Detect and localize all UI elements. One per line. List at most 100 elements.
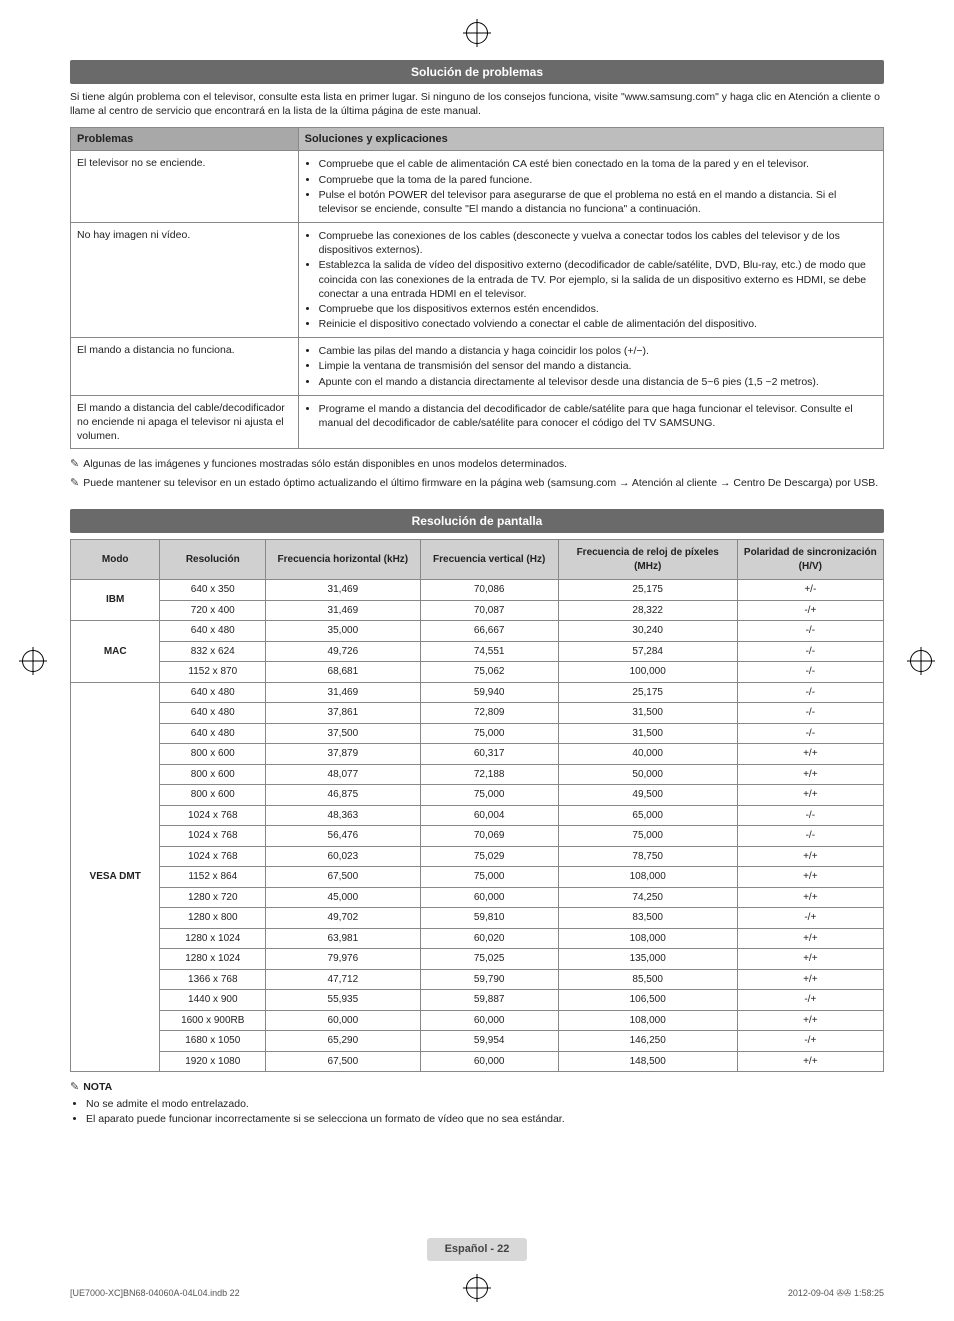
res-cell: -/-	[737, 723, 883, 744]
res-cell: 25,175	[558, 682, 737, 703]
res-cell: -/-	[737, 621, 883, 642]
section-title-resolution: Resolución de pantalla	[70, 509, 884, 533]
mode-cell: VESA DMT	[71, 682, 160, 1072]
res-cell: +/+	[737, 928, 883, 949]
res-cell: 1152 x 870	[160, 662, 266, 683]
res-cell: 46,875	[266, 785, 420, 806]
res-cell: 74,250	[558, 887, 737, 908]
res-cell: 59,810	[420, 908, 558, 929]
res-cell: 49,500	[558, 785, 737, 806]
res-cell: 37,861	[266, 703, 420, 724]
res-cell: +/+	[737, 867, 883, 888]
res-cell: 75,000	[558, 826, 737, 847]
res-cell: 75,000	[420, 785, 558, 806]
res-cell: -/-	[737, 682, 883, 703]
nota-label: NOTA	[70, 1081, 112, 1093]
th-problem: Problemas	[71, 127, 299, 151]
nota-item-2: El aparato puede funcionar incorrectamen…	[86, 1112, 884, 1126]
res-cell: +/+	[737, 785, 883, 806]
res-cell: 640 x 480	[160, 621, 266, 642]
res-cell: 65,290	[266, 1031, 420, 1052]
res-cell: -/-	[737, 703, 883, 724]
res-cell: 31,469	[266, 682, 420, 703]
res-cell: 1366 x 768	[160, 969, 266, 990]
problem-cell: El televisor no se enciende.	[71, 151, 299, 223]
res-cell: 75,025	[420, 949, 558, 970]
th-res: Resolución	[160, 540, 266, 580]
res-cell: 70,086	[420, 580, 558, 601]
res-cell: 800 x 600	[160, 785, 266, 806]
problem-cell: El mando a distancia no funciona.	[71, 338, 299, 396]
solution-item: Establezca la salida de vídeo del dispos…	[319, 258, 877, 301]
res-cell: 37,879	[266, 744, 420, 765]
res-cell: 640 x 350	[160, 580, 266, 601]
res-cell: 1600 x 900RB	[160, 1010, 266, 1031]
registration-mark-top	[466, 22, 488, 44]
solution-cell: Compruebe las conexiones de los cables (…	[298, 223, 883, 338]
res-cell: 1024 x 768	[160, 805, 266, 826]
res-cell: 135,000	[558, 949, 737, 970]
res-cell: -/+	[737, 908, 883, 929]
res-cell: 28,322	[558, 600, 737, 621]
troubleshoot-table: Problemas Soluciones y explicaciones El …	[70, 127, 884, 450]
res-cell: 60,000	[420, 1010, 558, 1031]
res-cell: 60,023	[266, 846, 420, 867]
th-pol: Polaridad de sincronización (H/V)	[737, 540, 883, 580]
th-hfreq: Frecuencia horizontal (kHz)	[266, 540, 420, 580]
footer-notes: NOTA No se admite el modo entrelazado. E…	[70, 1080, 884, 1126]
res-cell: 1440 x 900	[160, 990, 266, 1011]
res-cell: 40,000	[558, 744, 737, 765]
res-cell: 31,469	[266, 580, 420, 601]
res-cell: 83,500	[558, 908, 737, 929]
res-cell: +/+	[737, 1010, 883, 1031]
solution-item: Compruebe que la toma de la pared funcio…	[319, 173, 877, 187]
res-cell: -/-	[737, 641, 883, 662]
res-cell: -/+	[737, 600, 883, 621]
res-cell: 72,809	[420, 703, 558, 724]
res-cell: -/-	[737, 805, 883, 826]
res-cell: +/+	[737, 846, 883, 867]
note-1-text: Algunas de las imágenes y funciones most…	[83, 458, 567, 470]
res-cell: 68,681	[266, 662, 420, 683]
res-cell: 1280 x 720	[160, 887, 266, 908]
solution-item: Limpie la ventana de transmisión del sen…	[319, 359, 877, 373]
solution-item: Compruebe que el cable de alimentación C…	[319, 157, 877, 171]
page-footer: Español - 22	[0, 1238, 954, 1261]
note-1: Algunas de las imágenes y funciones most…	[70, 457, 884, 472]
res-cell: 35,000	[266, 621, 420, 642]
res-cell: 50,000	[558, 764, 737, 785]
res-cell: 640 x 480	[160, 703, 266, 724]
res-cell: 1024 x 768	[160, 846, 266, 867]
res-cell: +/-	[737, 580, 883, 601]
res-cell: 57,284	[558, 641, 737, 662]
res-cell: 67,500	[266, 1051, 420, 1072]
res-cell: -/+	[737, 1031, 883, 1052]
solution-cell: Compruebe que el cable de alimentación C…	[298, 151, 883, 223]
note-2: Puede mantener su televisor en un estado…	[70, 476, 884, 491]
res-cell: 60,020	[420, 928, 558, 949]
res-cell: 108,000	[558, 867, 737, 888]
res-cell: 640 x 480	[160, 682, 266, 703]
res-cell: 75,000	[420, 867, 558, 888]
res-cell: 55,935	[266, 990, 420, 1011]
res-cell: 48,077	[266, 764, 420, 785]
res-cell: 74,551	[420, 641, 558, 662]
troubleshoot-intro: Si tiene algún problema con el televisor…	[70, 90, 884, 118]
res-cell: 60,004	[420, 805, 558, 826]
res-cell: 146,250	[558, 1031, 737, 1052]
registration-mark-left	[22, 650, 44, 672]
res-cell: 37,500	[266, 723, 420, 744]
res-cell: 100,000	[558, 662, 737, 683]
res-cell: 1280 x 1024	[160, 928, 266, 949]
res-cell: 1680 x 1050	[160, 1031, 266, 1052]
res-cell: -/+	[737, 990, 883, 1011]
res-cell: 75,062	[420, 662, 558, 683]
nota-item-1: No se admite el modo entrelazado.	[86, 1097, 884, 1111]
th-vfreq: Frecuencia vertical (Hz)	[420, 540, 558, 580]
solution-item: Pulse el botón POWER del televisor para …	[319, 188, 877, 216]
res-cell: 1280 x 800	[160, 908, 266, 929]
bottom-meta: [UE7000-XC]BN68-04060A-04L04.indb 22 201…	[70, 1287, 884, 1299]
res-cell: 31,500	[558, 723, 737, 744]
res-cell: -/-	[737, 826, 883, 847]
res-cell: +/+	[737, 969, 883, 990]
